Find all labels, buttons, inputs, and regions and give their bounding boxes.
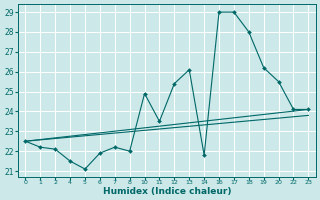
X-axis label: Humidex (Indice chaleur): Humidex (Indice chaleur)	[103, 187, 231, 196]
